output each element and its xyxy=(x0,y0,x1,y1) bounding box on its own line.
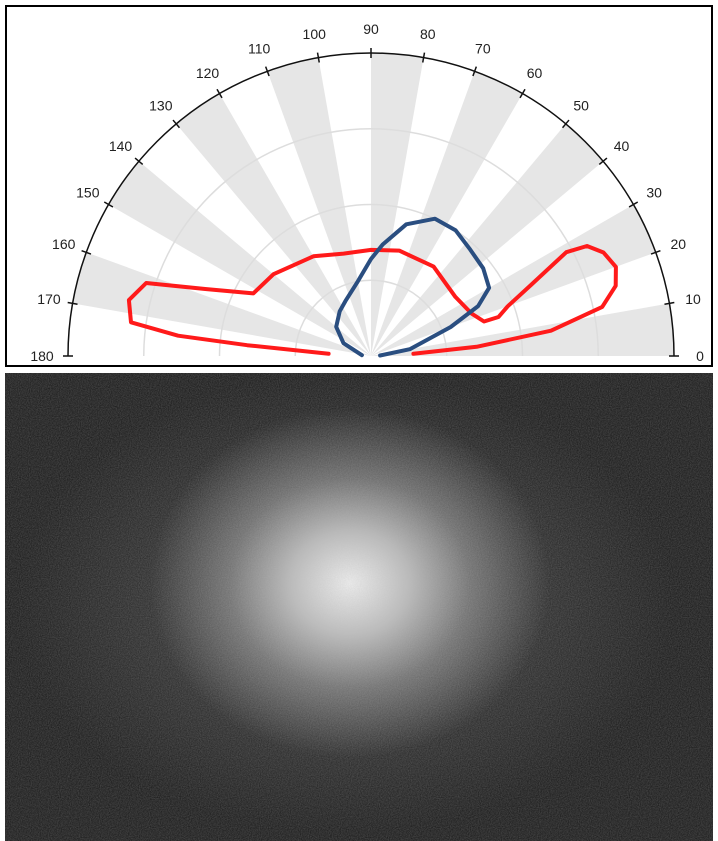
polar-chart-svg: 0 10 20 30 40 50 60 70 80 90 100 110 120 130 140 150 160… xyxy=(30,21,704,364)
polar-grid-ring xyxy=(294,279,448,357)
polar-sector-band xyxy=(72,252,372,356)
angular-tick-label: 150 xyxy=(76,185,100,201)
polar-sector-band xyxy=(108,161,371,356)
angular-tick-label: 20 xyxy=(670,236,686,252)
angular-tick xyxy=(216,88,223,99)
data-series-curve xyxy=(126,244,618,356)
angular-tick xyxy=(598,157,608,166)
angular-tick xyxy=(264,66,270,77)
angular-tick-label: 50 xyxy=(573,98,589,114)
polar-grid-ring xyxy=(218,203,524,357)
polar-sector-band xyxy=(371,123,604,356)
angular-tick-label: 70 xyxy=(475,41,491,57)
angular-tick xyxy=(519,88,526,99)
angular-tick xyxy=(561,119,570,129)
angular-tick-label: 40 xyxy=(614,138,630,154)
angular-tick xyxy=(628,201,639,208)
angular-tick-label: 180 xyxy=(30,348,54,364)
angular-tick-label: 30 xyxy=(646,185,662,201)
angular-tick-label: 80 xyxy=(420,26,436,42)
angular-tick xyxy=(134,157,144,166)
angular-tick-label: 110 xyxy=(248,41,271,57)
angular-tick-label: 90 xyxy=(363,21,379,37)
angular-tick xyxy=(422,52,426,63)
camera-image-svg xyxy=(5,373,713,841)
angular-tick xyxy=(316,52,320,63)
angular-tick xyxy=(172,119,181,129)
camera-image xyxy=(5,373,713,841)
angular-tick xyxy=(103,201,114,208)
polar-sector-band xyxy=(267,57,371,357)
polar-sector-band xyxy=(371,204,656,356)
angular-tick xyxy=(472,66,478,77)
image-noise xyxy=(5,373,713,841)
angular-tick xyxy=(664,301,675,305)
polar-sector-band xyxy=(371,71,523,356)
angular-tick-label: 160 xyxy=(52,236,76,252)
angular-tick-label: 0 xyxy=(696,348,704,364)
angular-tick-label: 10 xyxy=(685,291,701,307)
angular-tick-label: 140 xyxy=(109,138,133,154)
polar-plot: 0 10 20 30 40 50 60 70 80 90 100 110 120 130 140 150 160… xyxy=(5,5,713,367)
data-series-curve xyxy=(334,216,492,358)
polar-sector-band xyxy=(176,93,371,356)
angular-tick xyxy=(81,249,92,255)
angular-tick-label: 130 xyxy=(149,98,173,114)
angular-tick-label: 170 xyxy=(37,291,61,307)
angular-tick-label: 120 xyxy=(196,65,220,81)
angular-tick-label: 100 xyxy=(303,26,327,42)
angular-tick xyxy=(650,249,661,255)
angular-tick-label: 60 xyxy=(527,65,543,81)
angular-tick xyxy=(67,301,78,305)
